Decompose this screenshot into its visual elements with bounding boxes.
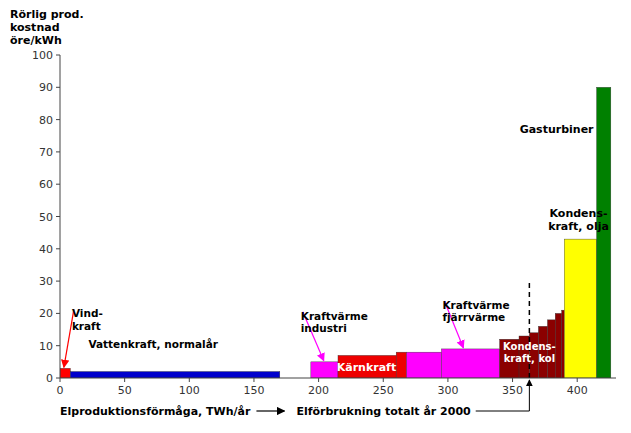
y-tick-label: 40 [39,243,53,256]
bar [60,368,70,378]
y-tick [56,151,60,152]
y-tick-label: 30 [39,275,53,288]
y-tick [56,345,60,346]
x-axis-label: Elproduktionsförmåga, TWh/år [60,405,251,418]
bar [555,313,561,378]
bar [70,372,279,378]
bar [396,352,406,378]
x-tick [577,378,578,382]
y-tick [56,55,60,56]
y-tick [56,281,60,282]
reference-line-arrow [476,380,530,411]
y-tick [56,378,60,379]
y-axis-label: Rörlig prod.kostnadöre/kWh [10,8,84,47]
reference-line-label: Elförbrukning totalt år 2000 [296,405,471,418]
x-tick-label: 100 [179,384,200,397]
y-tick [56,184,60,185]
annotation: Kärnkraft [337,361,396,374]
y-tick-label: 100 [32,49,53,62]
y-tick [56,87,60,88]
y-tick [56,313,60,314]
bar [311,362,338,378]
x-tick [383,378,384,382]
y-tick [56,216,60,217]
y-tick-label: 20 [39,307,53,320]
x-tick [60,378,61,382]
y-tick-label: 90 [39,81,53,94]
chart: 0 50 100 150 200 250 300 350 400 0 10 20 30 40 50 60 70 8… [0,0,631,433]
y-tick [56,248,60,249]
x-tick-label: 250 [373,384,394,397]
bar [562,310,565,378]
x-tick-label: 150 [243,384,264,397]
x-label-arrow [256,410,284,411]
annotation: Kraftvärmeindustri [301,310,368,335]
bar [407,352,442,378]
y-tick-label: 60 [39,178,53,191]
x-tick [124,378,125,382]
x-tick-label: 50 [118,384,132,397]
x-tick [447,378,448,382]
y-tick-label: 80 [39,114,53,127]
bar [564,239,596,378]
x-axis-line [60,378,616,379]
annotation: Kraftvärmefjärrvärme [442,299,509,324]
y-tick-label: 10 [39,340,53,353]
x-tick [512,378,513,382]
y-tick-label: 70 [39,146,53,159]
x-tick-label: 400 [567,384,588,397]
annotations: Vind-kraft Vattenkraft, normalår Kraftvärm… [64,123,609,373]
x-tick-label: 0 [57,384,64,397]
x-tick [189,378,190,382]
annotation: Kondens-kraft, olja [548,207,609,233]
x-tick-label: 350 [502,384,523,397]
x-tick [318,378,319,382]
x-tick-label: 300 [437,384,458,397]
y-tick-label: 50 [39,211,53,224]
annotation: Vind-kraft [72,307,103,332]
x-tick-label: 200 [308,384,329,397]
annotation: Kondens-kraft, kol [503,341,556,364]
bars [60,87,611,378]
x-tick [253,378,254,382]
annotation: Vattenkraft, normalår [88,338,218,350]
y-tick-label: 0 [46,372,53,385]
bar [441,349,499,378]
annotation: Gasturbiner [520,123,594,136]
y-tick [56,119,60,120]
